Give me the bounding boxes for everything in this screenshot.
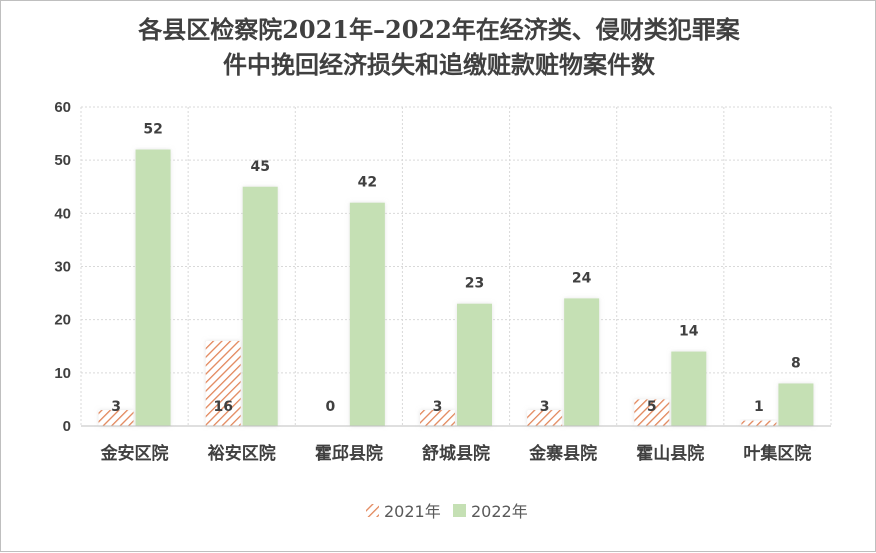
bar-2021-6 bbox=[741, 420, 777, 426]
data-label-2021-6: 1 bbox=[754, 399, 764, 415]
gridlines bbox=[80, 106, 832, 426]
data-label-2022-5: 14 bbox=[679, 324, 699, 340]
x-tick-label-4: 金寨县院 bbox=[528, 443, 597, 464]
x-tick-label-3: 舒城县院 bbox=[422, 443, 490, 464]
data-label-2021-3: 3 bbox=[433, 399, 443, 415]
y-tick-label: 60 bbox=[54, 99, 71, 116]
data-label-2021-5: 5 bbox=[647, 399, 657, 415]
x-tick-label-1: 裕安区院 bbox=[208, 443, 276, 464]
bar-2022-3 bbox=[457, 303, 492, 426]
data-label-2022-3: 23 bbox=[465, 276, 484, 292]
data-label-2021-0: 3 bbox=[111, 399, 121, 415]
y-tick-label: 0 bbox=[63, 418, 71, 435]
chart-title-line-1: 各县区检察院2021年–2022年在经济类、侵财类犯罪案 bbox=[137, 15, 741, 44]
bars bbox=[98, 149, 814, 427]
y-tick-label: 30 bbox=[54, 259, 71, 276]
data-labels: 3 52 16 45 0 42 3 23 3 24 5 14 1 8 bbox=[111, 122, 801, 415]
bar-2021-1 bbox=[205, 340, 241, 426]
y-tick-label: 10 bbox=[54, 365, 71, 382]
data-label-2022-6: 8 bbox=[791, 355, 801, 371]
bar-2022-5 bbox=[671, 351, 707, 426]
bar-2022-0 bbox=[135, 149, 171, 427]
x-tick-label-0: 金安区院 bbox=[100, 443, 169, 464]
data-label-2021-4: 3 bbox=[540, 399, 550, 415]
data-label-2021-1: 16 bbox=[213, 399, 232, 415]
bar-2021-0 bbox=[98, 410, 134, 426]
data-label-2022-0: 52 bbox=[143, 122, 162, 138]
data-label-2022-4: 24 bbox=[572, 270, 592, 286]
x-axis-categories: 金安区院 裕安区院 霍邱县院 舒城县院 金寨县院 霍山县院 叶集区院 bbox=[100, 443, 812, 464]
bar-2022-1 bbox=[242, 186, 278, 426]
x-tick-label-2: 霍邱县院 bbox=[315, 443, 383, 464]
x-tick-label-6: 叶集区院 bbox=[743, 443, 811, 464]
data-label-2022-2: 42 bbox=[358, 175, 377, 191]
legend-label-2022: 2022年 bbox=[471, 502, 528, 521]
chart-title-line-2: 件中挽回经济损失和追缴赃款赃物案件数 bbox=[223, 50, 656, 79]
legend-swatch-2022 bbox=[453, 504, 466, 517]
data-label-2021-2: 0 bbox=[325, 399, 335, 415]
legend-label-2021: 2021年 bbox=[384, 502, 441, 521]
y-tick-label: 20 bbox=[54, 312, 71, 329]
legend-swatch-2021 bbox=[366, 504, 379, 517]
bar-2022-6 bbox=[778, 383, 814, 426]
bar-2021-5 bbox=[634, 399, 670, 426]
bar-2021-4 bbox=[527, 410, 563, 426]
y-axis-ticks: 0 10 20 30 40 50 60 bbox=[54, 99, 71, 435]
y-tick-label: 50 bbox=[54, 152, 71, 169]
data-label-2022-1: 45 bbox=[250, 159, 269, 175]
bar-2022-4 bbox=[564, 298, 600, 426]
legend: 2021年 2022年 bbox=[366, 502, 528, 521]
x-tick-label-5: 霍山县院 bbox=[636, 443, 704, 464]
bar-2022-2 bbox=[349, 202, 385, 426]
y-tick-label: 40 bbox=[54, 205, 71, 222]
bar-2021-3 bbox=[420, 410, 455, 426]
